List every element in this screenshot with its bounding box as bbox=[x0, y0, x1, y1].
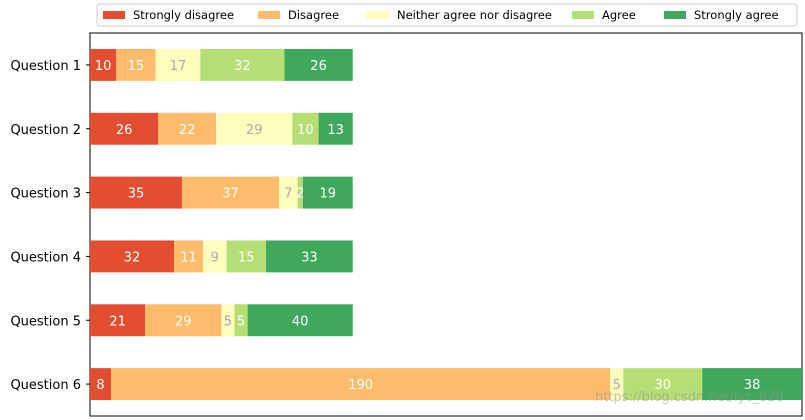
data-label-q6-s3: 5 bbox=[613, 378, 621, 393]
bar-q4-s1 bbox=[90, 240, 175, 273]
data-label-q6-s4: 30 bbox=[654, 378, 671, 393]
bar-q1-s3 bbox=[155, 48, 201, 81]
bar-q6-s1 bbox=[90, 368, 112, 401]
bar-q1-s1 bbox=[90, 48, 117, 81]
legend-swatch-4 bbox=[572, 11, 594, 19]
legend-box bbox=[96, 3, 798, 27]
data-label-q1-s5: 26 bbox=[310, 59, 327, 74]
bar-q5-s2 bbox=[145, 304, 222, 337]
y-tick-label-2: Question 2 bbox=[10, 123, 81, 138]
bar-q2-s5 bbox=[318, 112, 353, 145]
data-label-q4-s2: 11 bbox=[180, 250, 197, 265]
data-label-q1-s4: 32 bbox=[234, 59, 251, 74]
data-label-q5-s2: 29 bbox=[175, 314, 192, 329]
bar-q3-s2 bbox=[181, 176, 280, 209]
data-label-q5-s4: 5 bbox=[237, 314, 245, 329]
data-label-q3-s5: 19 bbox=[319, 187, 336, 202]
legend-label-1: Strongly disagree bbox=[133, 8, 234, 22]
bar-q2-s1 bbox=[90, 112, 159, 145]
bar-q1-s2 bbox=[116, 48, 156, 81]
legend-label-4: Agree bbox=[602, 8, 636, 22]
data-label-q5-s1: 21 bbox=[109, 314, 126, 329]
data-label-q3-s4: 2 bbox=[296, 187, 304, 202]
legend-label-3: Neither agree nor disagree bbox=[397, 8, 552, 22]
data-label-q1-s1: 10 bbox=[95, 59, 112, 74]
data-label-q2-s5: 13 bbox=[327, 123, 344, 138]
bar-q5-s3 bbox=[221, 304, 235, 337]
bar-q3-s5 bbox=[302, 176, 353, 209]
watermark: https://blog.csdn.net/lyc_828 bbox=[595, 390, 784, 405]
data-label-q4-s1: 32 bbox=[124, 250, 141, 265]
data-label-q3-s2: 37 bbox=[222, 187, 239, 202]
bar-q6-s4 bbox=[623, 368, 703, 401]
data-label-q3-s3: 7 bbox=[284, 187, 292, 202]
bar-q6-s2 bbox=[111, 368, 611, 401]
data-label-q2-s3: 29 bbox=[246, 123, 263, 138]
bar-q2-s4 bbox=[292, 112, 319, 145]
bar-q3-s1 bbox=[90, 176, 182, 209]
bar-q1-s4 bbox=[200, 48, 285, 81]
bar-q4-s5 bbox=[266, 240, 353, 273]
data-label-q6-s2: 190 bbox=[348, 378, 373, 393]
legend-swatch-3 bbox=[367, 11, 389, 19]
legend-label-5: Strongly agree bbox=[694, 8, 779, 22]
bar-q6-s5 bbox=[702, 368, 802, 401]
data-label-q4-s5: 33 bbox=[301, 250, 318, 265]
legend-swatch-1 bbox=[103, 11, 125, 19]
y-tick-label-1: Question 1 bbox=[10, 59, 81, 74]
y-tick-label-3: Question 3 bbox=[10, 187, 81, 202]
data-label-q4-s3: 9 bbox=[211, 250, 219, 265]
legend-label-2: Disagree bbox=[288, 8, 339, 22]
data-label-q2-s1: 26 bbox=[116, 123, 133, 138]
plot-frame bbox=[89, 32, 803, 417]
data-label-q4-s4: 15 bbox=[238, 250, 255, 265]
bar-q4-s4 bbox=[226, 240, 267, 273]
data-label-q1-s3: 17 bbox=[170, 59, 187, 74]
legend-swatch-5 bbox=[664, 11, 686, 19]
data-label-q5-s3: 5 bbox=[224, 314, 232, 329]
y-tick-label-6: Question 6 bbox=[10, 378, 81, 393]
data-label-q2-s2: 22 bbox=[179, 123, 196, 138]
y-tick-label-4: Question 4 bbox=[10, 250, 81, 265]
bar-q3-s4 bbox=[297, 176, 303, 209]
bar-q5-s4 bbox=[234, 304, 248, 337]
bar-q3-s3 bbox=[279, 176, 298, 209]
bar-q5-s1 bbox=[90, 304, 146, 337]
bar-q4-s2 bbox=[174, 240, 203, 273]
data-label-q3-s1: 35 bbox=[128, 187, 145, 202]
data-label-q2-s4: 10 bbox=[297, 123, 314, 138]
legend-swatch-2 bbox=[258, 11, 280, 19]
bar-q6-s3 bbox=[610, 368, 624, 401]
bar-q5-s5 bbox=[247, 304, 353, 337]
data-label-q5-s5: 40 bbox=[292, 314, 309, 329]
bar-q4-s3 bbox=[202, 240, 227, 273]
data-label-q6-s5: 38 bbox=[744, 378, 761, 393]
y-tick-label-5: Question 5 bbox=[10, 314, 81, 329]
bar-q1-s5 bbox=[284, 48, 353, 81]
bar-q2-s3 bbox=[216, 112, 293, 145]
bar-q2-s2 bbox=[158, 112, 217, 145]
data-label-q1-s2: 15 bbox=[128, 59, 145, 74]
data-label-q6-s1: 8 bbox=[96, 378, 104, 393]
